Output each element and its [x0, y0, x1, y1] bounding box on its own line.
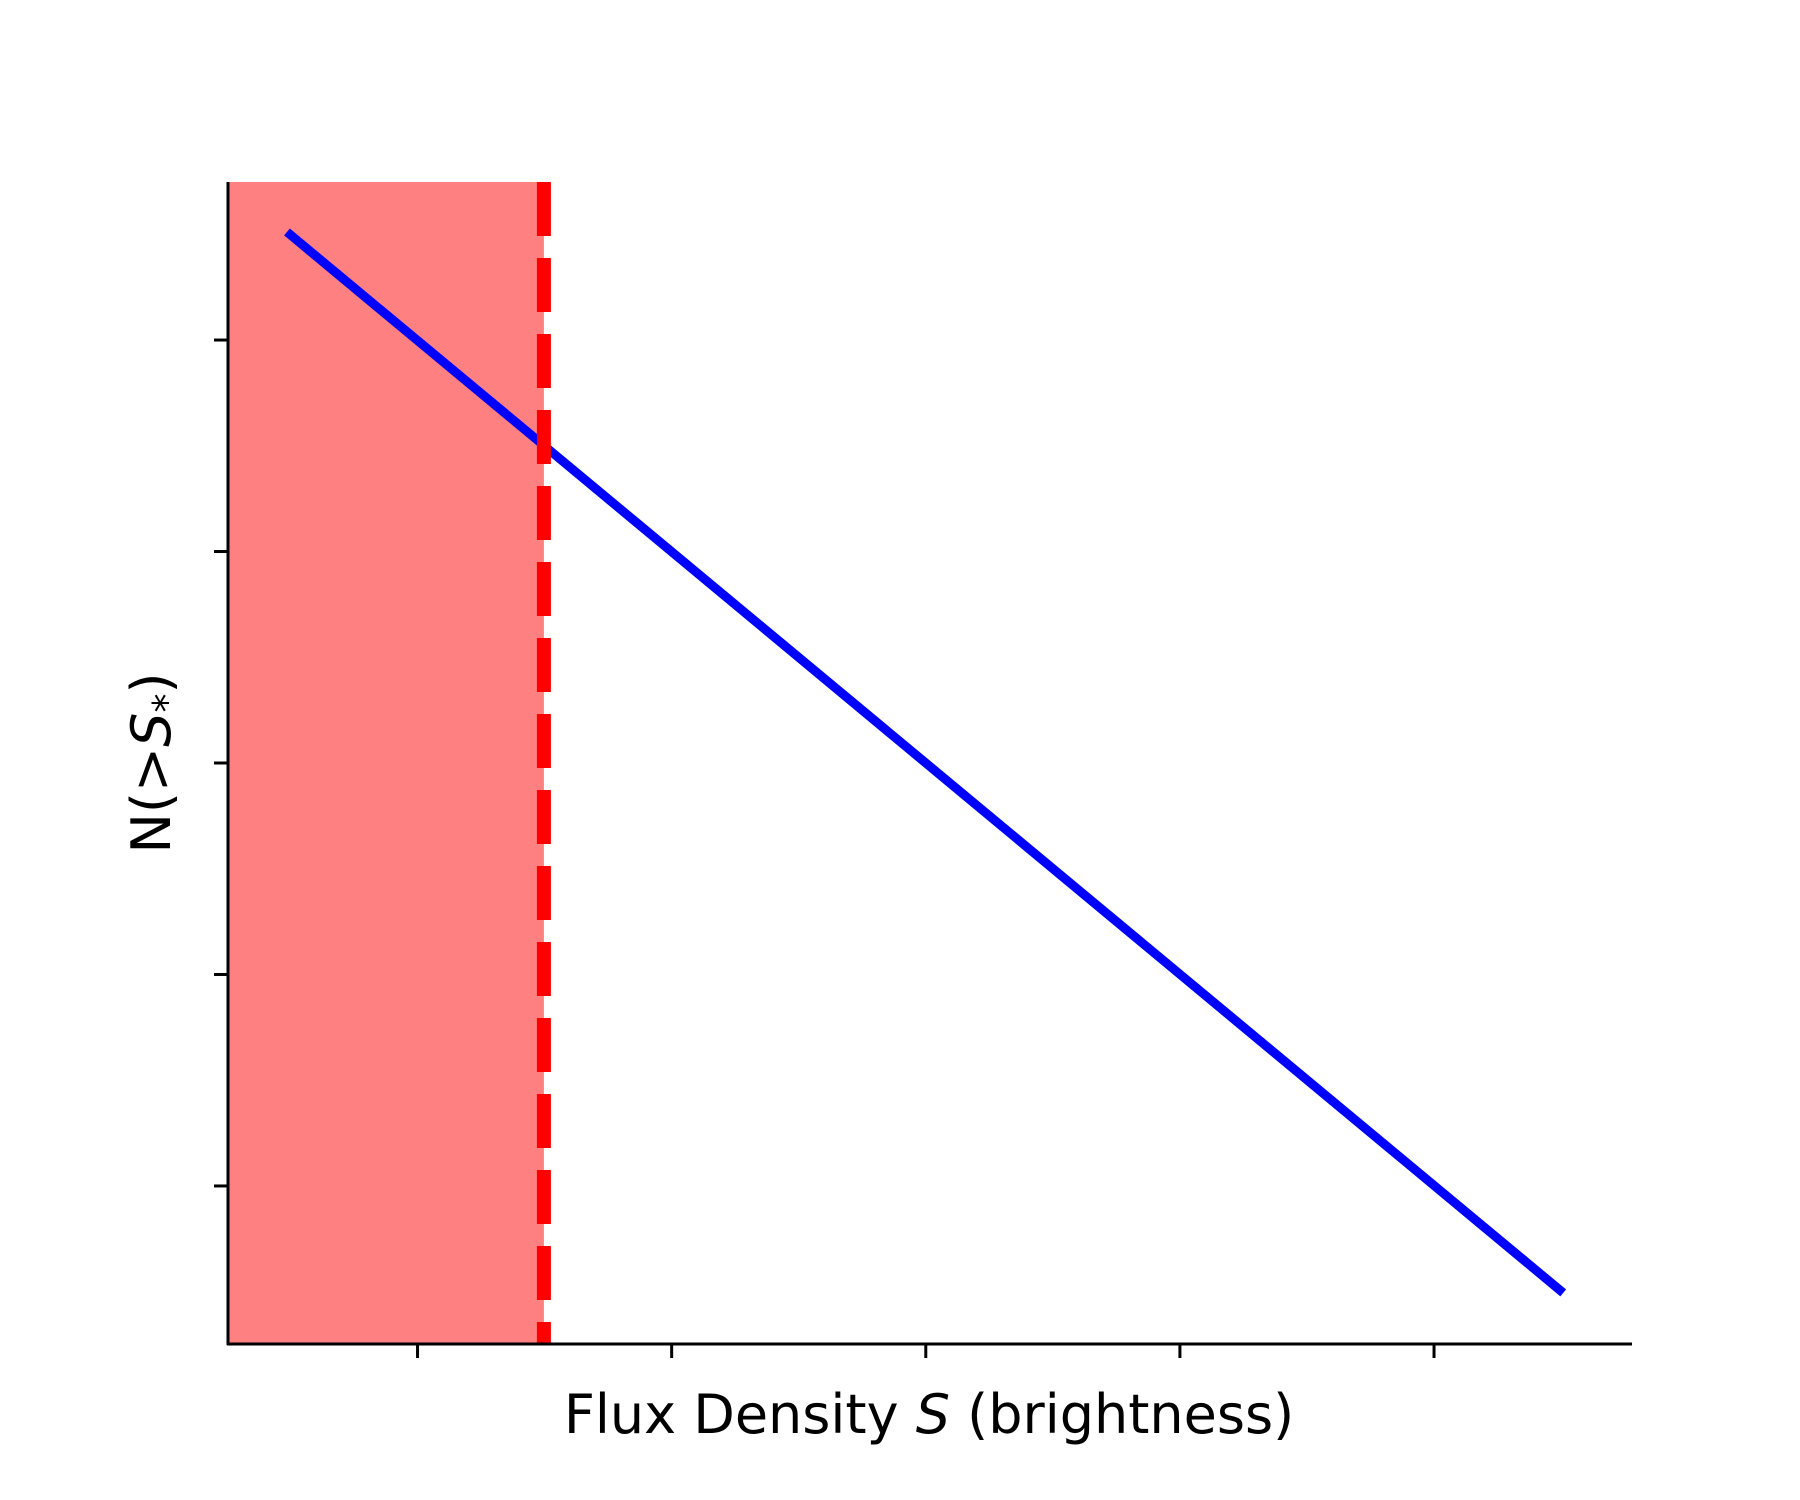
chart-marks — [284, 182, 1567, 1344]
series-line-0 — [284, 228, 1567, 1297]
y-axis-label: N(>S*) — [120, 672, 189, 853]
axes — [214, 182, 1632, 1358]
plot-area — [228, 182, 544, 1344]
shaded-region — [228, 182, 544, 1344]
x-axis-label: Flux Density S (brightness) — [564, 1383, 1294, 1446]
